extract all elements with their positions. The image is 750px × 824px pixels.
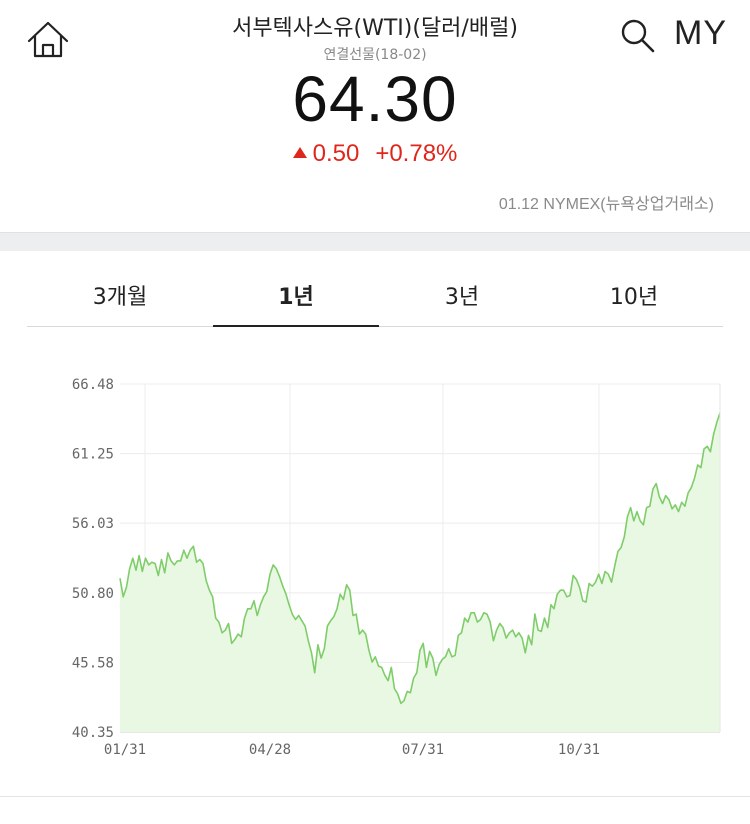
home-icon	[27, 21, 69, 58]
y-tick-label: 61.25	[72, 447, 114, 463]
period-tabs: 3개월 1년 3년 10년	[27, 270, 723, 327]
change-amount: 0.50	[312, 140, 360, 167]
search-button[interactable]	[618, 16, 658, 56]
triangle-up-icon	[292, 147, 307, 158]
tab-3years[interactable]: 3년	[444, 285, 480, 310]
x-tick-label: 10/31	[558, 742, 600, 758]
quote-header: 서부텍사스유(WTI)(달러/배럴) 연결선물(18-02) MY 64.30 …	[0, 0, 750, 232]
x-tick-label: 04/28	[249, 742, 291, 758]
series-area	[120, 413, 720, 732]
tab-10years[interactable]: 10년	[609, 285, 659, 310]
y-tick-label: 45.58	[72, 655, 114, 671]
tab-3months[interactable]: 3개월	[92, 285, 148, 310]
y-tick-label: 56.03	[72, 516, 114, 532]
current-price: 64.30	[292, 63, 458, 135]
series-line	[119, 412, 721, 705]
contract-subtitle: 연결선물(18-02)	[323, 47, 427, 63]
y-tick-label: 40.35	[72, 725, 114, 741]
tab-1year[interactable]: 1년	[213, 270, 379, 327]
x-tick-label: 07/31	[402, 742, 444, 758]
market-info: 01.12 NYMEX(뉴욕상업거래소)	[498, 196, 714, 213]
section-divider	[0, 232, 750, 251]
y-tick-label: 50.80	[72, 586, 114, 602]
search-icon	[621, 19, 655, 53]
my-button[interactable]: MY	[674, 14, 727, 52]
y-tick-label: 66.48	[72, 377, 114, 393]
x-tick-label: 01/31	[104, 742, 146, 758]
change-percent: +0.78%	[375, 140, 458, 167]
price-change: 0.50 +0.78%	[0, 140, 750, 168]
home-button[interactable]	[26, 18, 70, 62]
instrument-title: 서부텍사스유(WTI)(달러/배럴)	[232, 16, 518, 41]
bottom-divider	[0, 796, 750, 797]
